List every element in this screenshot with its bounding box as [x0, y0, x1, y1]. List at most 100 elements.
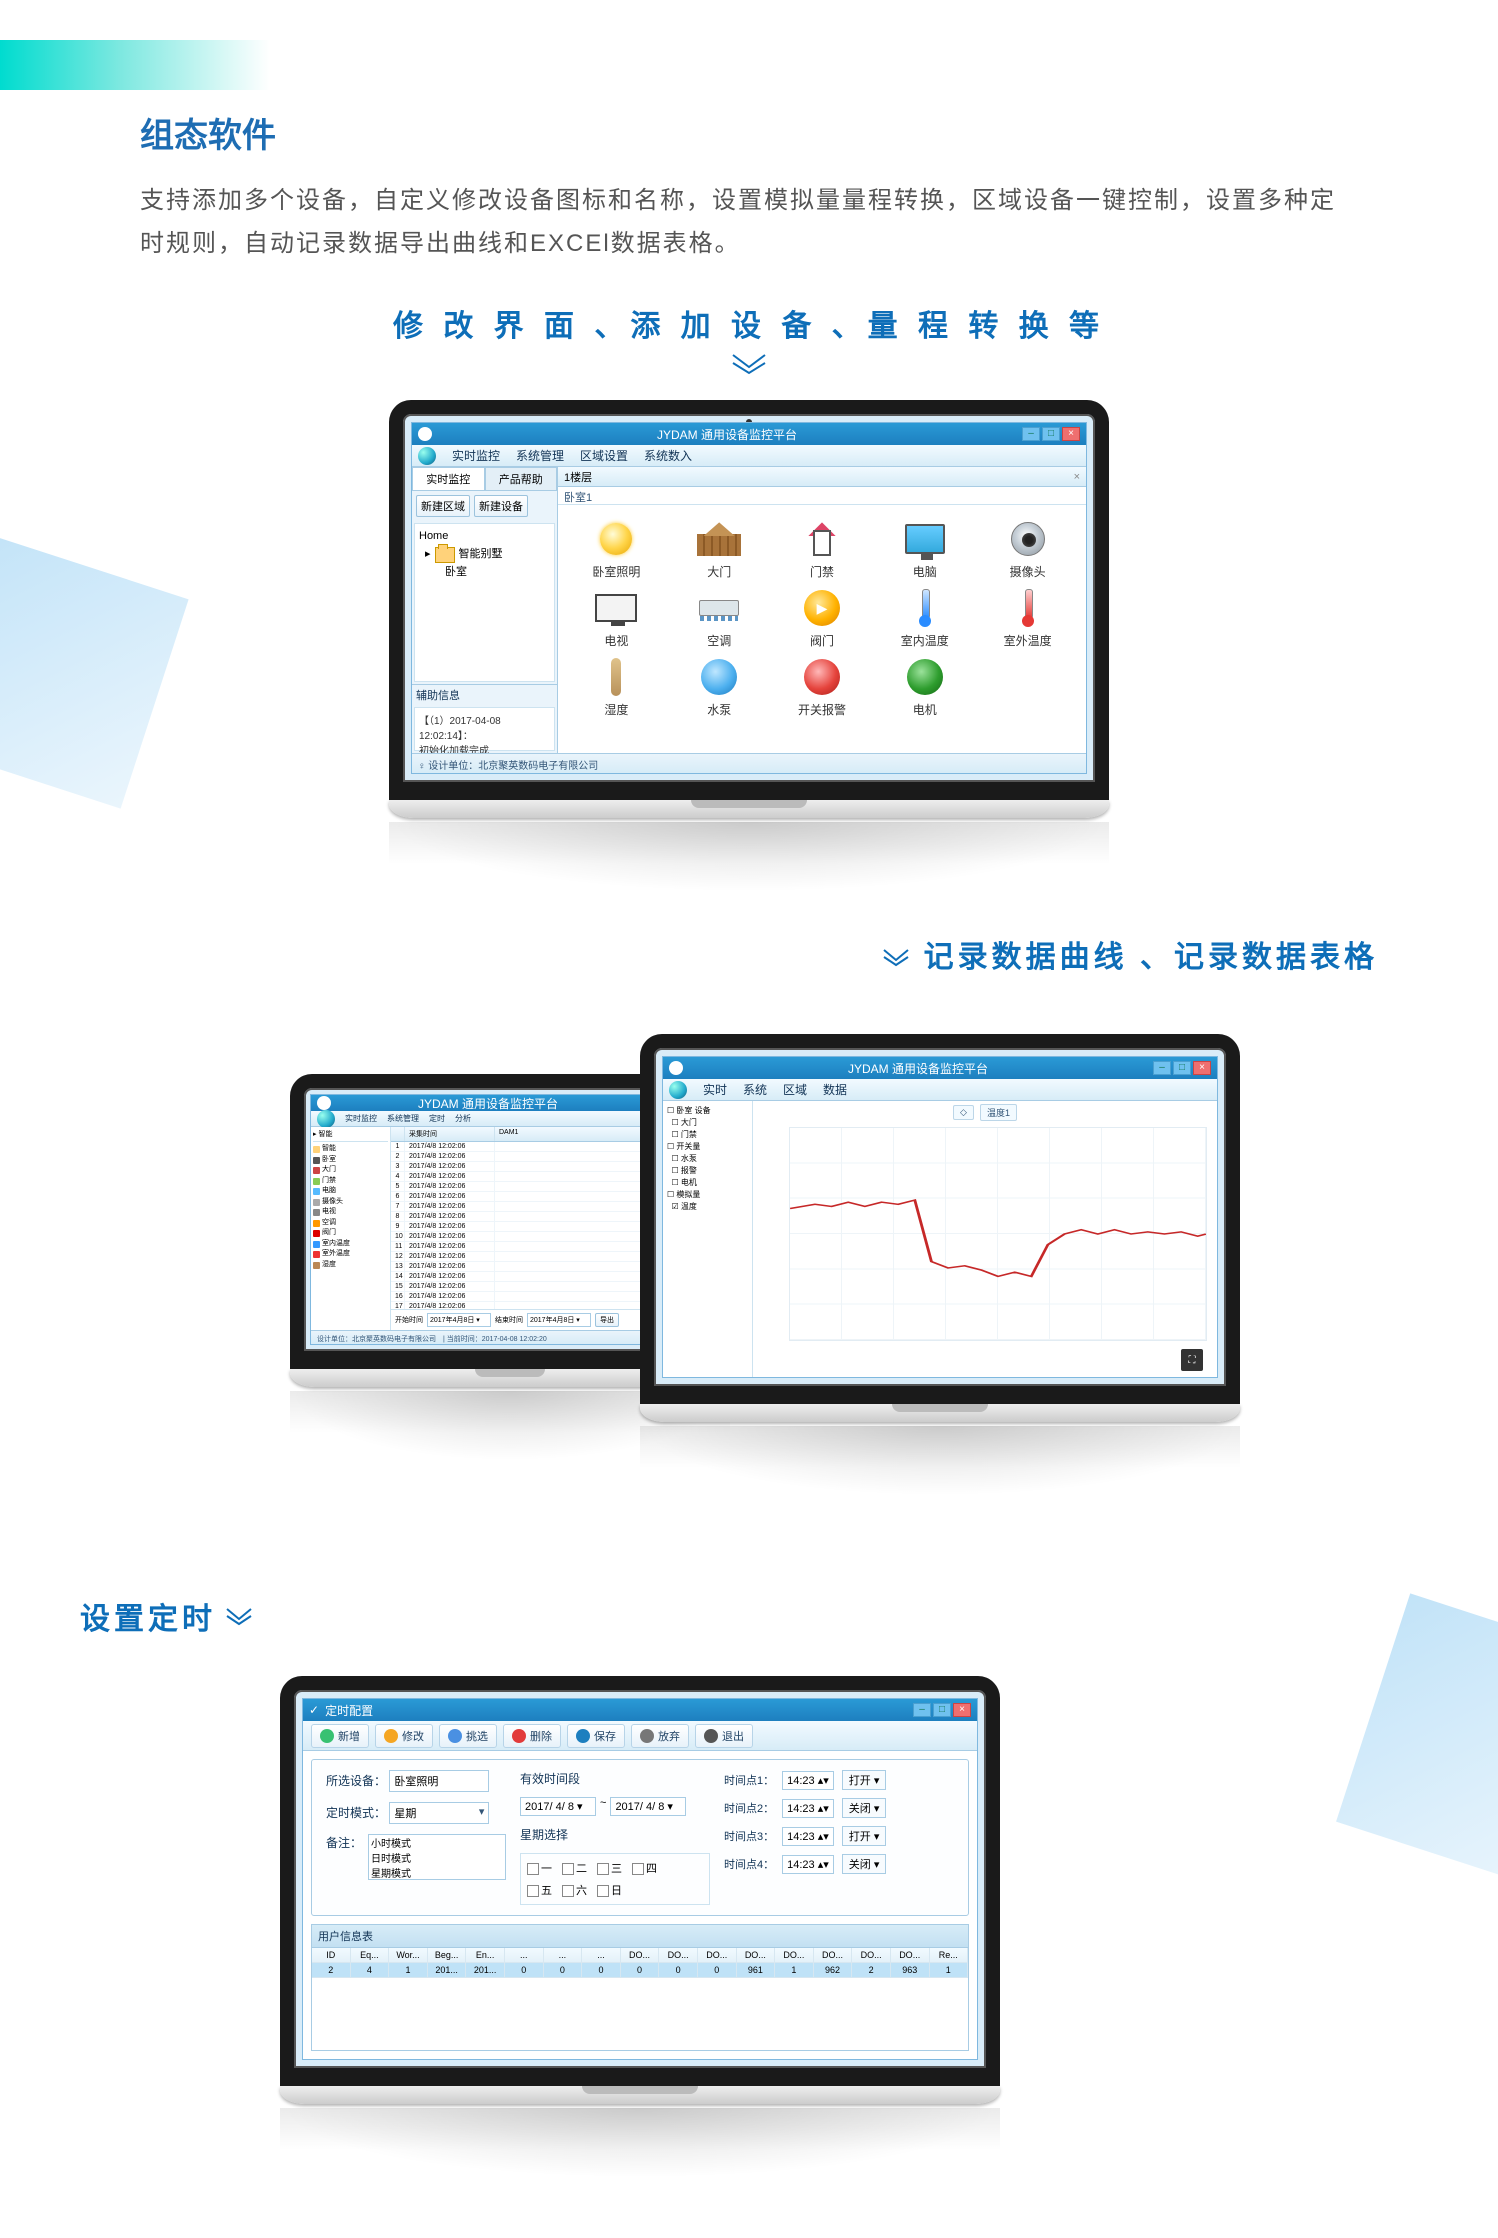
- tree-item[interactable]: ☐ 门禁: [667, 1129, 748, 1141]
- cell[interactable]: 4: [351, 1963, 390, 1978]
- close-button[interactable]: ×: [1062, 427, 1080, 441]
- column-header[interactable]: ...: [505, 1948, 544, 1963]
- weekday-checkbox[interactable]: 四: [632, 1860, 657, 1876]
- maximize-button[interactable]: □: [1042, 427, 1060, 441]
- panel-close-icon[interactable]: ×: [1074, 471, 1080, 483]
- device-item[interactable]: 阀门: [774, 588, 871, 649]
- tree-item[interactable]: ☐ 卧室 设备: [667, 1105, 748, 1117]
- mode-select[interactable]: 星期: [389, 1802, 489, 1824]
- device-item[interactable]: 门禁: [774, 519, 871, 580]
- action-select[interactable]: 关闭 ▾: [842, 1854, 887, 1874]
- menu-item[interactable]: 分析: [455, 1113, 471, 1124]
- cell[interactable]: 962: [814, 1963, 853, 1978]
- toolbar-保存-button[interactable]: 保存: [567, 1724, 625, 1748]
- device-input[interactable]: 卧室照明: [389, 1770, 489, 1792]
- menu-item[interactable]: 数据: [823, 1081, 847, 1098]
- cell[interactable]: 2: [852, 1963, 891, 1978]
- list-item[interactable]: 湿度: [313, 1260, 388, 1271]
- column-header[interactable]: DO...: [891, 1948, 930, 1963]
- tree-item[interactable]: ☐ 报警: [667, 1165, 748, 1177]
- list-item[interactable]: 电脑: [313, 1186, 388, 1197]
- tree-item[interactable]: ☐ 电机: [667, 1177, 748, 1189]
- column-header[interactable]: 采集时间: [405, 1127, 495, 1141]
- list-item[interactable]: 摄像头: [313, 1197, 388, 1208]
- toolbar-放弃-button[interactable]: 放弃: [631, 1724, 689, 1748]
- list-item[interactable]: 大门: [313, 1165, 388, 1176]
- menu-item[interactable]: 实时: [703, 1081, 727, 1098]
- device-item[interactable]: 电机: [876, 657, 973, 718]
- list-item[interactable]: 小时模式: [371, 1837, 503, 1852]
- tree-item[interactable]: ☐ 大门: [667, 1117, 748, 1129]
- tree-item[interactable]: ☐ 模拟量: [667, 1189, 748, 1201]
- device-item[interactable]: 水泵: [671, 657, 768, 718]
- device-item[interactable]: 室内温度: [876, 588, 973, 649]
- column-header[interactable]: Re...: [930, 1948, 969, 1963]
- action-select[interactable]: 打开 ▾: [842, 1770, 887, 1790]
- device-item[interactable]: 电视: [568, 588, 665, 649]
- toolbar-退出-button[interactable]: 退出: [695, 1724, 753, 1748]
- tree-item[interactable]: ☑ 温度: [667, 1201, 748, 1213]
- menu-item[interactable]: 定时: [429, 1113, 445, 1124]
- column-header[interactable]: ...: [544, 1948, 583, 1963]
- minimize-button[interactable]: –: [1153, 1061, 1171, 1075]
- list-item[interactable]: 日时模式: [371, 1852, 503, 1867]
- menu-item[interactable]: 系统管理: [387, 1113, 419, 1124]
- device-item[interactable]: 开关报警: [774, 657, 871, 718]
- cell[interactable]: 201...: [466, 1963, 505, 1978]
- cell[interactable]: 0: [505, 1963, 544, 1978]
- list-item[interactable]: 星期模式: [371, 1867, 503, 1882]
- list-item[interactable]: 门禁: [313, 1176, 388, 1187]
- tree-item[interactable]: ☐ 水泵: [667, 1153, 748, 1165]
- list-item[interactable]: 智能: [313, 1144, 388, 1155]
- window-titlebar[interactable]: JYDAM 通用设备监控平台 –□×: [663, 1057, 1217, 1079]
- action-select[interactable]: 打开 ▾: [842, 1826, 887, 1846]
- series-label[interactable]: 温度1: [980, 1104, 1017, 1121]
- device-tree[interactable]: Home ▸ 智能别墅 卧室: [414, 523, 555, 682]
- column-header[interactable]: DO...: [814, 1948, 853, 1963]
- device-item[interactable]: 大门: [671, 519, 768, 580]
- weekday-checkbox[interactable]: 一: [527, 1860, 552, 1876]
- sidebar-tab-active[interactable]: 实时监控: [412, 467, 485, 491]
- time-input[interactable]: 14:23 ▴▾: [782, 1855, 834, 1874]
- weekday-checkbox[interactable]: 日: [597, 1882, 622, 1898]
- time-input[interactable]: 14:23 ▴▾: [782, 1771, 834, 1790]
- date-to-input[interactable]: 2017/ 4/ 8 ▾: [610, 1797, 686, 1816]
- window-titlebar[interactable]: JYDAM 通用设备监控平台 – □ ×: [412, 423, 1086, 445]
- export-button[interactable]: 导出: [595, 1313, 619, 1327]
- tree-item[interactable]: ☐ 开关量: [667, 1141, 748, 1153]
- device-item[interactable]: 电脑: [876, 519, 973, 580]
- toolbar-挑选-button[interactable]: 挑选: [439, 1724, 497, 1748]
- column-header[interactable]: DO...: [737, 1948, 776, 1963]
- tree-node[interactable]: 卧室: [445, 564, 467, 582]
- device-item[interactable]: 空调: [671, 588, 768, 649]
- cell[interactable]: 0: [698, 1963, 737, 1978]
- device-item[interactable]: 室外温度: [979, 588, 1076, 649]
- maximize-button[interactable]: □: [1173, 1061, 1191, 1075]
- sidebar-device-list[interactable]: ▸ 智能智能卧室大门门禁电脑摄像头电视空调阀门室内温度室外温度湿度: [311, 1127, 391, 1330]
- weekday-checkbox[interactable]: 三: [597, 1860, 622, 1876]
- minimize-button[interactable]: –: [913, 1703, 931, 1717]
- toolbar-新增-button[interactable]: 新增: [311, 1724, 369, 1748]
- list-item[interactable]: 空调: [313, 1218, 388, 1229]
- column-header[interactable]: ID: [312, 1948, 351, 1963]
- menu-item[interactable]: 系统管理: [516, 447, 564, 464]
- device-item[interactable]: 摄像头: [979, 519, 1076, 580]
- time-input[interactable]: 14:23 ▴▾: [782, 1799, 834, 1818]
- weekday-checkbox[interactable]: 五: [527, 1882, 552, 1898]
- chart-sidebar[interactable]: ☐ 卧室 设备 ☐ 大门 ☐ 门禁☐ 开关量 ☐ 水泵 ☐ 报警 ☐ 电机☐ 模…: [663, 1101, 753, 1377]
- menu-item[interactable]: 区域设置: [580, 447, 628, 464]
- weekday-checkbox[interactable]: 二: [562, 1860, 587, 1876]
- weekday-checkbox[interactable]: 六: [562, 1882, 587, 1898]
- window-titlebar[interactable]: ✓ 定时配置 –□×: [303, 1699, 977, 1721]
- sidebar-tab[interactable]: 产品帮助: [485, 467, 558, 491]
- column-header[interactable]: En...: [466, 1948, 505, 1963]
- cell[interactable]: 0: [621, 1963, 660, 1978]
- cell[interactable]: 961: [737, 1963, 776, 1978]
- action-select[interactable]: 关闭 ▾: [842, 1798, 887, 1818]
- column-header[interactable]: DO...: [659, 1948, 698, 1963]
- fullscreen-button[interactable]: ⛶: [1181, 1349, 1203, 1371]
- new-device-button[interactable]: 新建设备: [474, 495, 528, 517]
- close-button[interactable]: ×: [953, 1703, 971, 1717]
- list-item[interactable]: 室外温度: [313, 1249, 388, 1260]
- column-header[interactable]: Beg...: [428, 1948, 467, 1963]
